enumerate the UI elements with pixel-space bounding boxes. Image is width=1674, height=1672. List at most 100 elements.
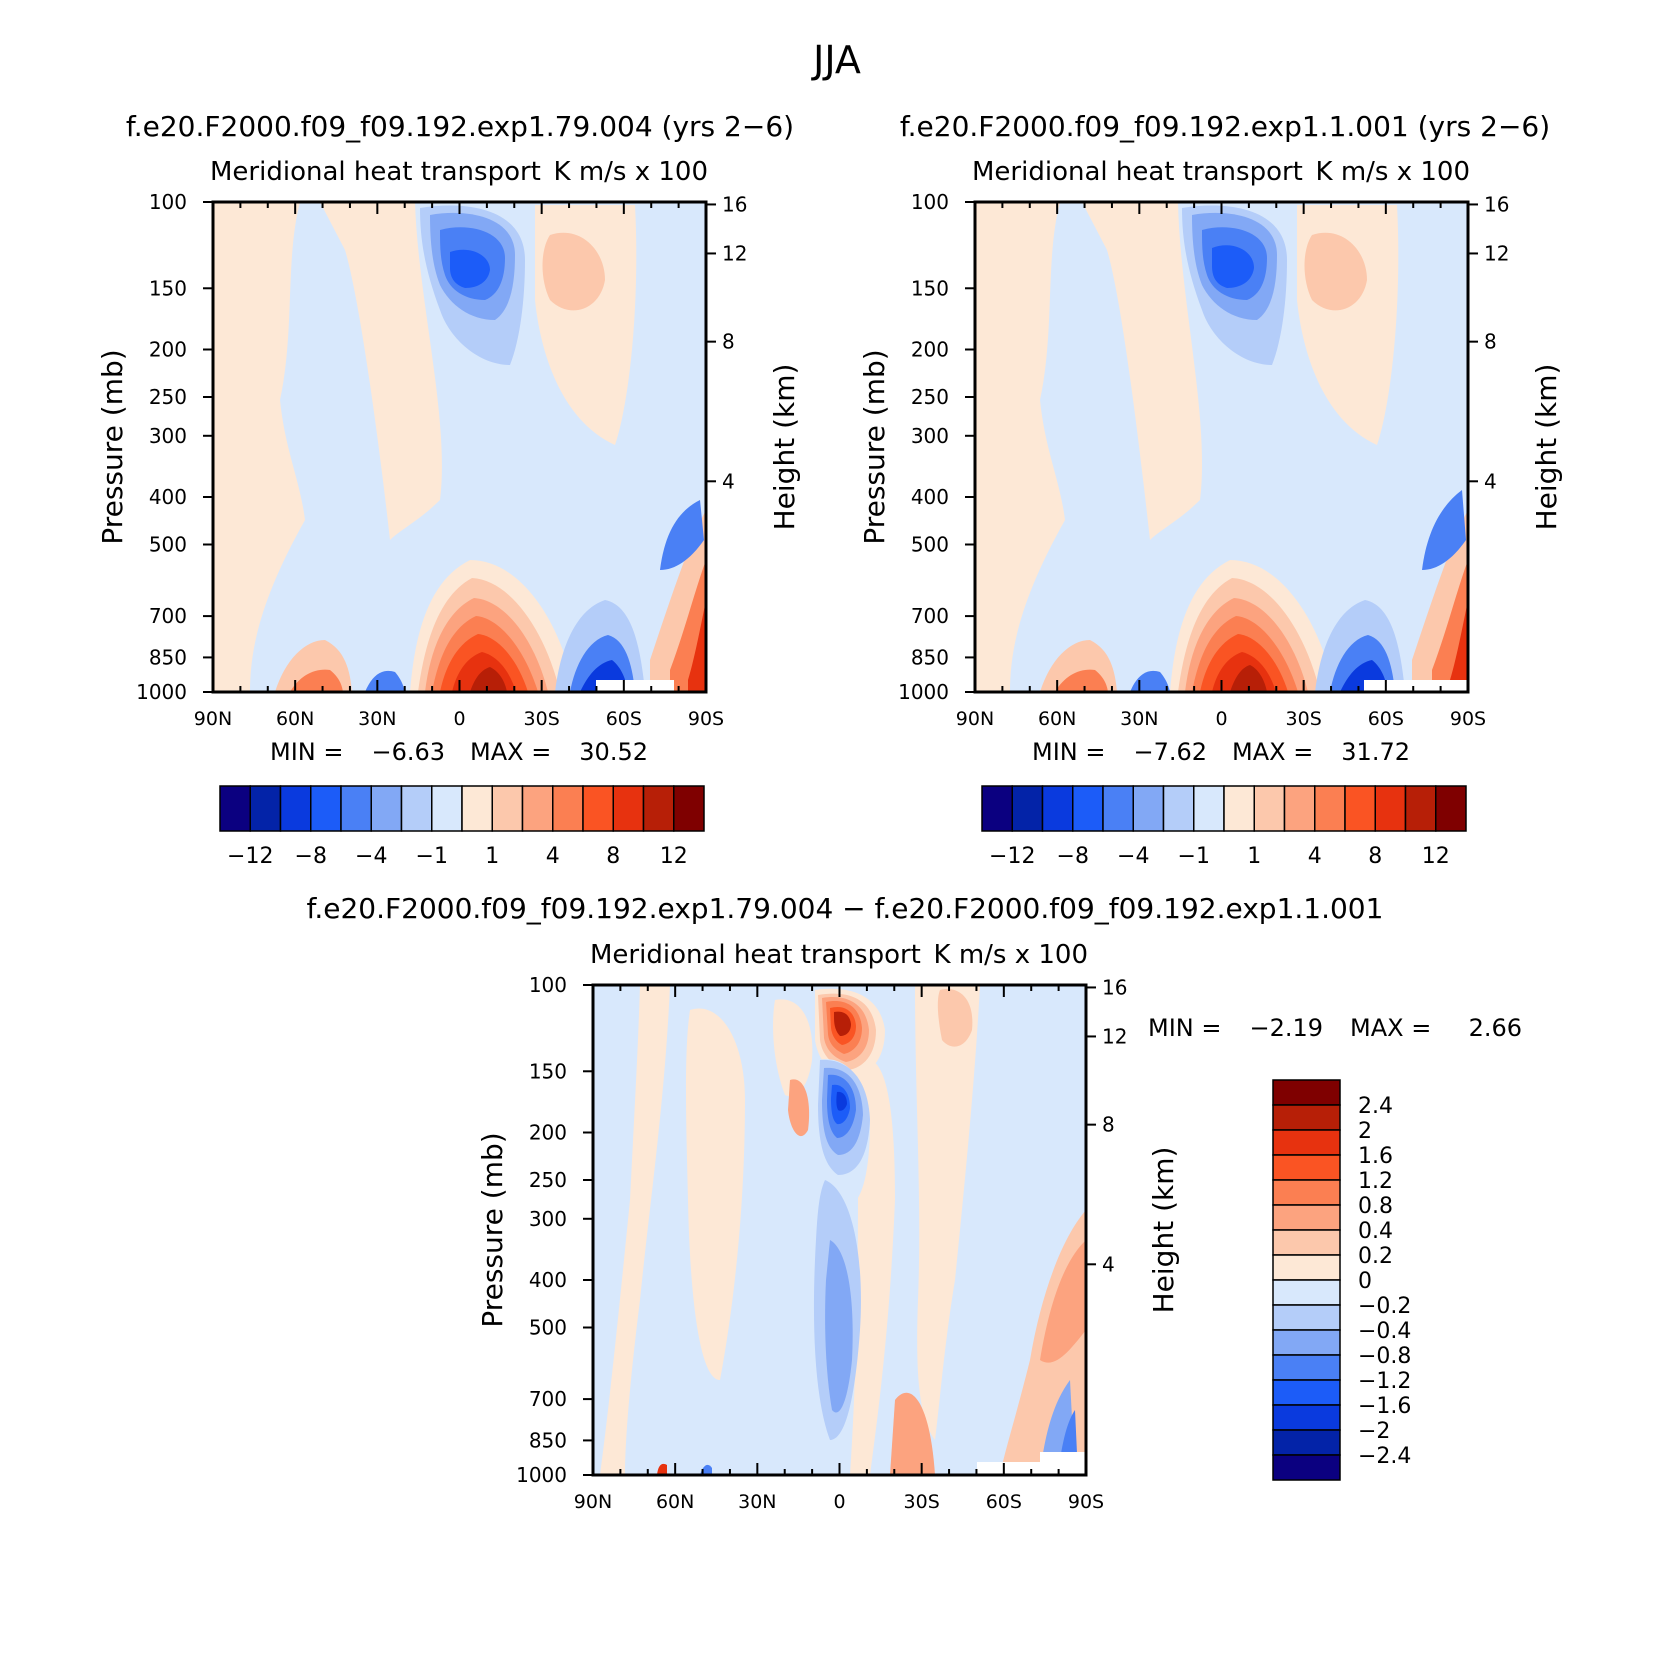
x-tick-label: 30S xyxy=(524,708,560,730)
colorbar-swatch xyxy=(310,785,342,832)
colorbar-swatch xyxy=(1404,785,1437,832)
y-axis-label: Pressure (mb) xyxy=(858,349,891,544)
axis-ticks: 90N 60N 30N 0 30S 60S 90S 100 150 200 250 300 400 500… xyxy=(136,190,747,730)
colorbar-swatch xyxy=(612,785,645,832)
y-tick-label: 700 xyxy=(911,604,949,628)
colorbar-label: 1.2 xyxy=(1358,1169,1393,1194)
plot-title-left: Meridional heat transport xyxy=(210,157,541,187)
case-label: f.e20.F2000.f09_f09.192.exp1.1.001 (yrs … xyxy=(900,110,1550,143)
max-value: 31.72 xyxy=(1341,738,1410,766)
colorbar-label: −12 xyxy=(989,844,1035,869)
x-tick-label: 30N xyxy=(1120,708,1158,730)
panel-difference: f.e20.F2000.f09_f09.192.exp1.79.004 − f.… xyxy=(307,892,1522,1513)
colorbar-swatch xyxy=(491,785,524,832)
y-tick-label: 150 xyxy=(529,1059,567,1083)
y-axis-label: Pressure (mb) xyxy=(476,1132,509,1327)
colorbar-swatch xyxy=(1272,1454,1341,1481)
max-label: MAX = xyxy=(1232,738,1313,766)
colorbar-swatch xyxy=(1435,785,1467,832)
x-tick-label: 0 xyxy=(453,708,465,730)
colorbar-swatch xyxy=(1314,785,1346,832)
colorbar-label: 0.4 xyxy=(1358,1219,1393,1244)
max-label: MAX = xyxy=(1350,1014,1431,1042)
panel-experiment: f.e20.F2000.f09_f09.192.exp1.1.001 (yrs … xyxy=(858,110,1563,869)
y-tick-label: 100 xyxy=(911,190,949,214)
contour-field xyxy=(975,202,1468,693)
y-tick-label: 200 xyxy=(911,338,949,362)
y-axis-right-label: Height (km) xyxy=(1147,1147,1180,1314)
colorbar-swatch xyxy=(1272,1254,1341,1281)
colorbar-label: 1 xyxy=(1247,844,1261,869)
y-tick-label: 850 xyxy=(149,645,187,669)
y-tick-label: 400 xyxy=(529,1268,567,1292)
colorbar-swatch xyxy=(1272,1354,1341,1381)
plot-title-left: Meridional heat transport xyxy=(972,157,1303,187)
min-label: MIN = xyxy=(1032,738,1105,766)
colorbar-swatch xyxy=(279,785,312,832)
colorbar-label: 1 xyxy=(485,844,499,869)
x-tick-label: 90S xyxy=(688,708,724,730)
colorbar-swatch xyxy=(1272,1104,1341,1131)
colorbar-swatch xyxy=(1041,785,1074,832)
x-tick-label: 60S xyxy=(986,1491,1022,1513)
colorbar-swatch xyxy=(1272,1079,1341,1106)
y-tick-label: 1000 xyxy=(136,680,187,704)
colorbar-label: 2 xyxy=(1358,1119,1372,1144)
colorbar-label: −2 xyxy=(1358,1419,1390,1444)
max-value: 2.66 xyxy=(1469,1014,1522,1042)
colorbar-swatch xyxy=(1272,1154,1341,1181)
x-tick-label: 60S xyxy=(1368,708,1404,730)
x-tick-label: 60N xyxy=(276,708,314,730)
x-tick-label: 90N xyxy=(574,1491,612,1513)
plot-title-right: K m/s x 100 xyxy=(934,940,1089,970)
colorbar: −12 −8 −4 −1 1 4 8 12 xyxy=(981,785,1467,869)
colorbar-swatch xyxy=(219,785,251,832)
colorbar-label: −0.4 xyxy=(1358,1319,1411,1344)
max-value: 30.52 xyxy=(579,738,648,766)
colorbar-swatch xyxy=(1102,785,1134,832)
colorbar-swatch xyxy=(249,785,282,832)
colorbar-swatch xyxy=(1253,785,1286,832)
contour-field xyxy=(593,985,1086,1475)
y-tick-label: 250 xyxy=(911,385,949,409)
y-tick-label: 150 xyxy=(149,276,187,300)
min-value: −2.19 xyxy=(1249,1014,1323,1042)
colorbar-swatch xyxy=(673,785,705,832)
colorbar-label: 8 xyxy=(606,844,620,869)
y-tick-label: 250 xyxy=(529,1168,567,1192)
y-tick-label: 300 xyxy=(529,1207,567,1231)
y-tick-label: 500 xyxy=(149,532,187,556)
y-tick-label: 200 xyxy=(529,1121,567,1145)
colorbar-label: −8 xyxy=(295,844,327,869)
colorbar-swatch xyxy=(1272,1404,1341,1431)
colorbar: 2.421.61.20.80.40.20−0.2−0.4−0.8−1.2−1.6… xyxy=(1272,1079,1411,1481)
min-label: MIN = xyxy=(1148,1014,1221,1042)
colorbar-label: −8 xyxy=(1057,844,1089,869)
min-label: MIN = xyxy=(270,738,343,766)
y-axis-right-label: Height (km) xyxy=(1530,364,1563,531)
y-right-tick-label: 4 xyxy=(1484,469,1497,493)
case-label: f.e20.F2000.f09_f09.192.exp1.79.004 (yrs… xyxy=(126,110,794,143)
colorbar-label: −0.8 xyxy=(1358,1344,1411,1369)
axis-ticks: 90N 60N 30N 0 30S 60S 90S 100 150 200 250 300 400 500… xyxy=(898,190,1509,730)
colorbar-label: 1.6 xyxy=(1358,1144,1393,1169)
colorbar-label: 2.4 xyxy=(1358,1094,1393,1119)
colorbar-swatch xyxy=(1193,785,1225,832)
y-tick-label: 250 xyxy=(149,385,187,409)
figure-title: JJA xyxy=(811,38,861,82)
colorbar-swatch xyxy=(981,785,1013,832)
colorbar-label: −1.2 xyxy=(1358,1369,1411,1394)
colorbar-label: −4 xyxy=(1117,844,1149,869)
max-label: MAX = xyxy=(470,738,551,766)
y-right-tick-label: 4 xyxy=(1102,1252,1115,1276)
colorbar-swatch xyxy=(1272,1204,1341,1231)
colorbar-swatch xyxy=(1272,1129,1341,1156)
colorbar-swatch xyxy=(642,785,675,832)
y-right-tick-label: 8 xyxy=(722,330,735,354)
x-tick-label: 30N xyxy=(358,708,396,730)
y-tick-label: 1000 xyxy=(898,680,949,704)
colorbar-swatch xyxy=(582,785,614,832)
colorbar-swatch xyxy=(1011,785,1044,832)
x-tick-label: 90S xyxy=(1450,708,1486,730)
